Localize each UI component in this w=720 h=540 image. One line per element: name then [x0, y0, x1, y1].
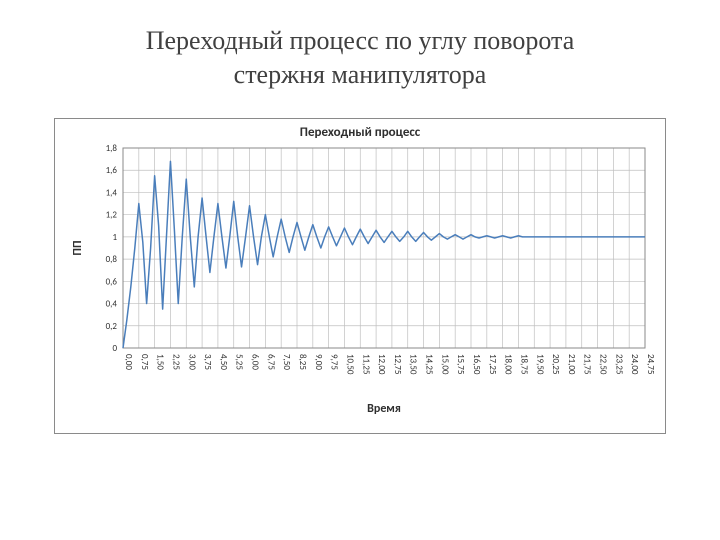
xtick-label: 12,00 [376, 354, 387, 375]
xtick-label: 5,25 [234, 354, 245, 370]
xtick-label: 9,00 [313, 354, 324, 370]
xtick-label: 11,25 [360, 354, 371, 375]
xtick-label: 21,00 [566, 354, 577, 375]
xtick-label: 7,50 [281, 354, 292, 370]
ytick-label: 1,4 [106, 187, 118, 198]
xtick-label: 23,25 [613, 354, 624, 375]
xtick-label: 22,50 [598, 354, 609, 375]
ytick-label: 1 [112, 231, 117, 242]
xtick-label: 15,00 [439, 354, 450, 375]
xtick-label: 2,25 [170, 354, 181, 370]
xtick-label: 4,50 [218, 354, 229, 370]
slide-title: Переходный процесс по углу поворота стер… [0, 0, 720, 102]
xtick-label: 19,50 [534, 354, 545, 375]
ytick-label: 0,2 [106, 320, 118, 331]
xtick-label: 16,50 [471, 354, 482, 375]
xtick-label: 18,75 [518, 354, 529, 375]
xtick-label: 0,75 [139, 354, 150, 370]
chart-title: Переходный процесс [65, 125, 655, 140]
slide-title-line2: стержня манипулятора [234, 60, 487, 89]
ytick-label: 0,8 [106, 254, 118, 265]
xtick-label: 21,75 [582, 354, 593, 375]
ytick-label: 1,2 [106, 209, 118, 220]
ytick-label: 1,8 [106, 143, 118, 154]
xtick-label: 12,75 [392, 354, 403, 375]
xtick-label: 13,50 [408, 354, 419, 375]
xtick-label: 17,25 [487, 354, 498, 375]
xtick-label: 9,75 [329, 354, 340, 370]
xtick-label: 20,25 [550, 354, 561, 375]
ytick-label: 1,6 [106, 165, 118, 176]
xtick-label: 24,00 [629, 354, 640, 375]
xtick-label: 0,00 [123, 354, 134, 370]
xtick-label: 15,75 [455, 354, 466, 375]
chart-svg: 0 0,2 0,4 0,6 0,8 1 1,2 1,4 1,6 1,8 0,00 0,75 1,50 2,… [65, 140, 655, 420]
plot-area [123, 148, 645, 348]
ytick-label: 0,4 [106, 298, 118, 309]
slide-title-line1: Переходный процесс по углу поворота [146, 26, 575, 55]
xtick-label: 24,75 [645, 354, 655, 375]
xtick-label: 1,50 [155, 354, 166, 370]
xtick-label: 3,00 [186, 354, 197, 370]
xtick-label: 6,75 [265, 354, 276, 370]
y-axis-label: ПП [71, 240, 85, 255]
ytick-label: 0,6 [106, 276, 118, 287]
xtick-label: 6,00 [250, 354, 261, 370]
xtick-label: 8,25 [297, 354, 308, 370]
xtick-label: 14,25 [424, 354, 435, 375]
ytick-label: 0 [112, 343, 117, 354]
xtick-label: 18,00 [503, 354, 514, 375]
chart-container: Переходный процесс 0 0,2 0,4 0,6 0,8 1 1,2 1,4 1… [54, 118, 666, 434]
xtick-label: 10,50 [344, 354, 355, 375]
xtick-label: 3,75 [202, 354, 213, 370]
x-axis-label: Время [367, 402, 401, 416]
